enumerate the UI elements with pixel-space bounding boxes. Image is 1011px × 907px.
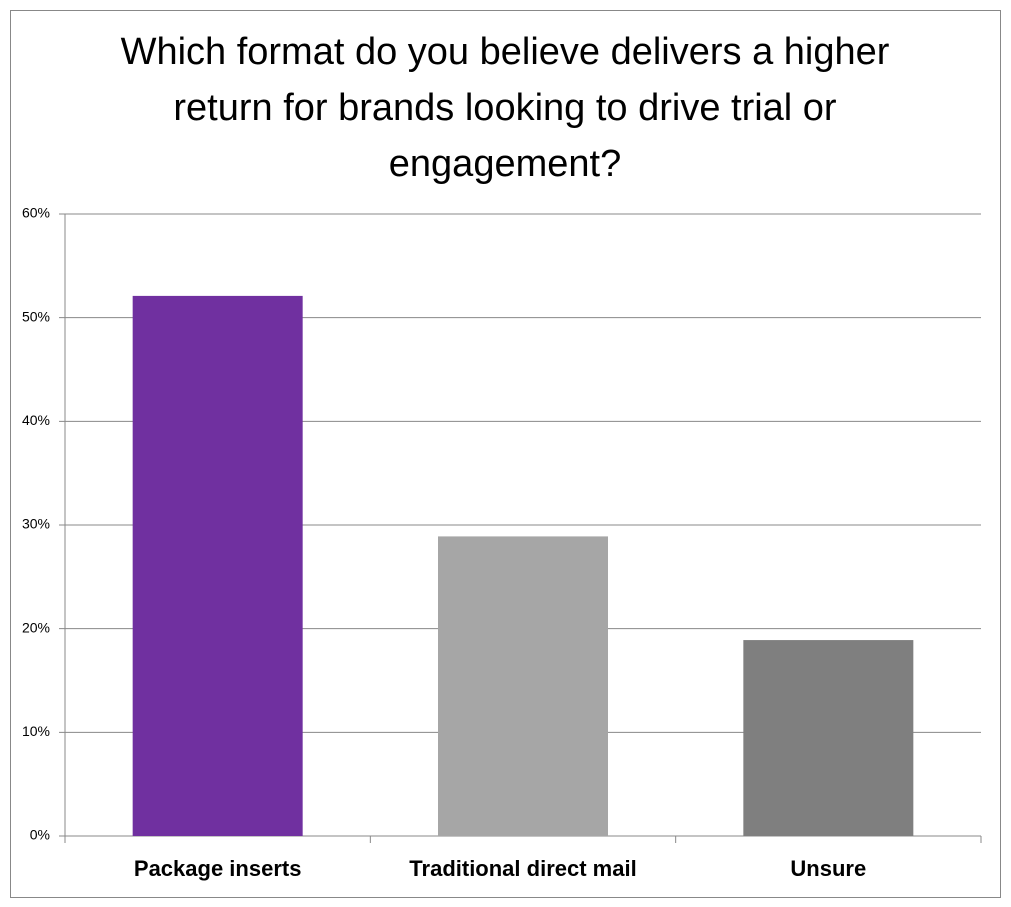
- bar: [743, 640, 914, 836]
- x-tick-label: Unsure: [790, 856, 866, 881]
- y-tick-label: 40%: [22, 412, 50, 428]
- y-tick-label: 60%: [22, 205, 50, 221]
- x-tick-label: Traditional direct mail: [409, 856, 636, 881]
- chart-border: [10, 10, 1001, 898]
- y-tick-label: 0%: [30, 827, 50, 843]
- bar: [132, 295, 303, 836]
- bar: [438, 536, 608, 836]
- y-tick-label: 50%: [22, 308, 50, 324]
- y-tick-label: 10%: [22, 723, 50, 739]
- chart-title: Which format do you believe delivers a h…: [120, 31, 890, 185]
- x-tick-label: Package inserts: [134, 856, 302, 881]
- y-tick-label: 20%: [22, 619, 50, 635]
- y-tick-label: 30%: [22, 516, 50, 532]
